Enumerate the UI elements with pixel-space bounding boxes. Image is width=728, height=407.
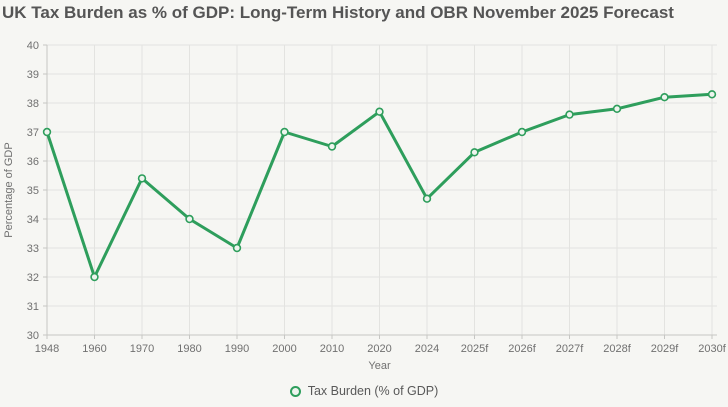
svg-text:37: 37 xyxy=(27,127,39,139)
axes xyxy=(43,44,717,339)
series-tax-burden xyxy=(42,90,717,282)
svg-text:2020: 2020 xyxy=(367,343,391,355)
svg-text:30: 30 xyxy=(27,330,39,342)
x-axis-title: Year xyxy=(368,360,391,372)
svg-text:40: 40 xyxy=(27,40,39,52)
legend: Tax Burden (% of GDP) xyxy=(0,384,728,398)
svg-text:36: 36 xyxy=(27,156,39,168)
gridlines xyxy=(46,44,717,336)
legend-open-circle-icon xyxy=(289,385,301,397)
svg-text:1948: 1948 xyxy=(35,343,59,355)
y-axis-title: Percentage of GDP xyxy=(3,142,15,237)
svg-text:1970: 1970 xyxy=(130,343,154,355)
legend-label: Tax Burden (% of GDP) xyxy=(307,384,439,398)
svg-text:2030f: 2030f xyxy=(698,343,726,355)
svg-text:2027f: 2027f xyxy=(556,343,584,355)
svg-text:1990: 1990 xyxy=(225,343,249,355)
svg-text:1980: 1980 xyxy=(177,343,201,355)
svg-text:33: 33 xyxy=(27,243,39,255)
svg-text:2024: 2024 xyxy=(415,343,439,355)
svg-text:39: 39 xyxy=(27,69,39,81)
svg-text:2028f: 2028f xyxy=(603,343,631,355)
svg-text:1960: 1960 xyxy=(82,343,106,355)
svg-text:31: 31 xyxy=(27,301,39,313)
svg-text:2029f: 2029f xyxy=(651,343,679,355)
svg-text:2025f: 2025f xyxy=(461,343,489,355)
axis-labels: 30 31 32 33 34 35 36 37 38 39 40 1948 1960 1970 1980 19… xyxy=(3,40,727,372)
svg-text:38: 38 xyxy=(27,98,39,110)
chart-title: UK Tax Burden as % of GDP: Long-Term His… xyxy=(2,3,674,22)
svg-text:35: 35 xyxy=(27,185,39,197)
svg-text:2026f: 2026f xyxy=(508,343,536,355)
svg-text:2010: 2010 xyxy=(320,343,344,355)
svg-text:32: 32 xyxy=(27,272,39,284)
svg-text:2000: 2000 xyxy=(272,343,296,355)
svg-text:34: 34 xyxy=(27,214,39,226)
